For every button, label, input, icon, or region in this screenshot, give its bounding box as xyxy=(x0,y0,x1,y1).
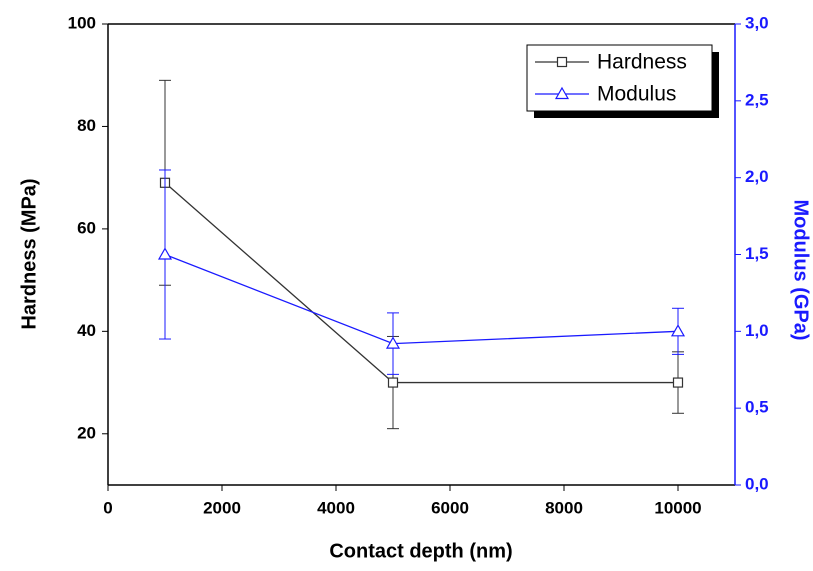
y2-axis-label: Modulus (GPa) xyxy=(790,199,812,340)
series-line xyxy=(164,253,679,345)
marker xyxy=(672,377,684,388)
y2-tick-label: 2,0 xyxy=(745,167,769,186)
legend-marker xyxy=(556,56,568,68)
x-tick-label: 10000 xyxy=(654,498,701,517)
legend-label: Hardness xyxy=(597,51,687,74)
y-tick-label: 100 xyxy=(68,13,96,32)
y2-tick-label: 1,5 xyxy=(745,244,769,263)
x-tick-label: 8000 xyxy=(545,498,583,517)
x-tick-label: 4000 xyxy=(317,498,355,517)
y-tick-label: 80 xyxy=(77,116,96,135)
marker xyxy=(387,377,399,388)
marker xyxy=(670,324,686,337)
legend xyxy=(526,44,713,112)
y-tick-label: 60 xyxy=(77,218,96,237)
y-tick-label: 40 xyxy=(77,321,96,340)
y-axis-label: Hardness (MPa) xyxy=(18,178,40,329)
x-axis-label: Contact depth (nm) xyxy=(329,540,512,562)
legend-label: Modulus xyxy=(597,83,676,106)
y2-tick-label: 0,0 xyxy=(745,474,769,493)
x-tick-label: 6000 xyxy=(431,498,469,517)
y2-tick-label: 0,5 xyxy=(745,398,769,417)
series-line xyxy=(164,182,678,384)
marker xyxy=(157,247,173,260)
y2-tick-label: 1,0 xyxy=(745,321,769,340)
legend-marker xyxy=(554,86,570,100)
x-tick-label: 2000 xyxy=(203,498,241,517)
y2-tick-label: 2,5 xyxy=(745,90,769,109)
y-tick-label: 20 xyxy=(77,423,96,442)
y2-tick-label: 3,0 xyxy=(745,13,769,32)
x-tick-label: 0 xyxy=(103,498,112,517)
marker xyxy=(385,336,401,349)
